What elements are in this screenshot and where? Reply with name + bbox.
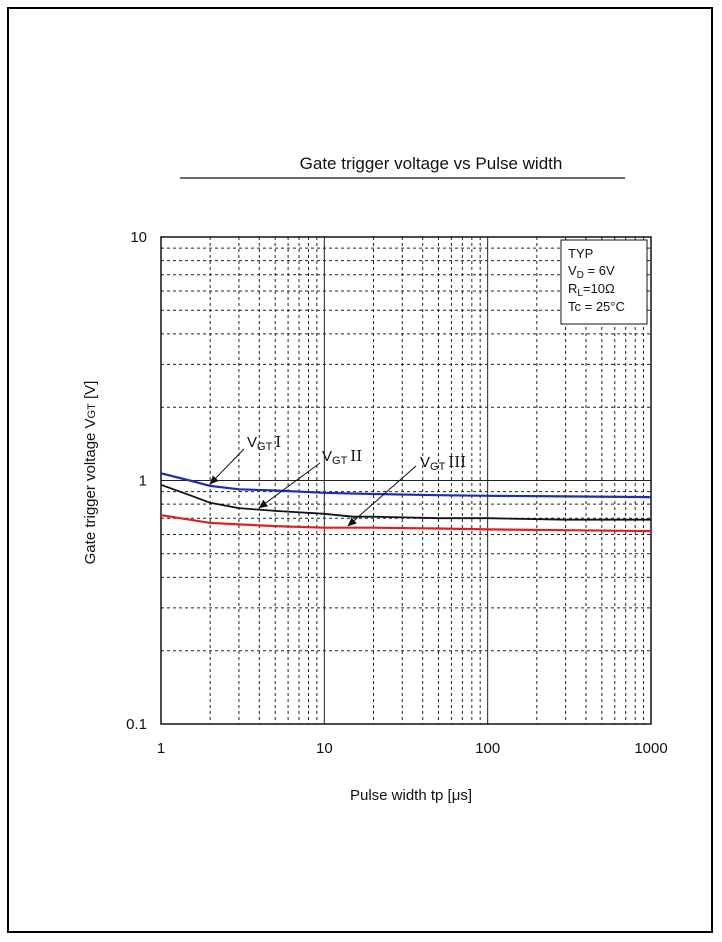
conditions-border [560, 239, 648, 325]
series-label-sub: GT [257, 441, 273, 453]
series-layer [160, 472, 652, 533]
series-line-2 [160, 483, 651, 521]
conditions-tc: Tc = 25°C [568, 299, 625, 314]
conditions-vd-rest: = 6V [584, 263, 615, 278]
x-tick-label: 1 [157, 740, 165, 757]
conditions-rl-sub: L [577, 288, 583, 299]
x-tick-labels: 1 10 100 1000 [157, 740, 668, 757]
y-tick-labels: 0.1 1 10 [126, 229, 147, 733]
x-axis-label: Pulse width tp [μs] [350, 787, 472, 804]
series-label-arrow [209, 448, 245, 485]
series-label-roman: I [275, 433, 281, 451]
series-line-3 [160, 514, 652, 533]
y-axis-label-sub: GT [86, 403, 98, 419]
series-label-roman: II [350, 447, 362, 465]
y-axis-label-main: Gate trigger voltage V [82, 418, 99, 564]
conditions-vd: VD = 6V [568, 263, 615, 281]
series-label-main: V [322, 448, 332, 465]
series-label: VGT I [247, 433, 281, 453]
x-tick-label: 10 [316, 740, 333, 757]
y-tick-label: 0.1 [126, 716, 147, 733]
series-label-roman: III [448, 453, 466, 471]
series-label-arrow [347, 465, 417, 527]
x-tick-label: 1000 [634, 740, 667, 757]
series-label-main: V [247, 434, 257, 451]
conditions-typ: TYP [568, 246, 593, 261]
series-label-arrow [258, 462, 321, 509]
y-tick-label: 10 [130, 229, 147, 246]
conditions-rl: RL=10Ω [568, 281, 615, 299]
x-tick-label: 100 [475, 740, 500, 757]
conditions-rl-rest: =10Ω [583, 281, 615, 296]
series-label: VGT III [420, 453, 466, 473]
y-axis-label-unit: [V] [82, 381, 99, 404]
conditions-vd-main: V [568, 263, 577, 278]
series-label-main: V [420, 454, 430, 471]
y-tick-label: 1 [139, 473, 147, 490]
conditions-vd-sub: D [577, 270, 584, 281]
conditions-rl-main: R [568, 281, 577, 296]
page-frame [7, 7, 713, 933]
y-axis-label: Gate trigger voltage VGT [V] [82, 381, 99, 565]
conditions-box: TYP VD = 6V RL=10Ω Tc = 25°C [560, 239, 648, 325]
series-label: VGT II [322, 447, 362, 467]
series-label-sub: GT [332, 455, 348, 467]
series-label-sub: GT [430, 461, 446, 473]
chart-title: Gate trigger voltage vs Pulse width [300, 154, 563, 173]
series-line-1 [160, 472, 652, 499]
plot-border [160, 236, 652, 725]
